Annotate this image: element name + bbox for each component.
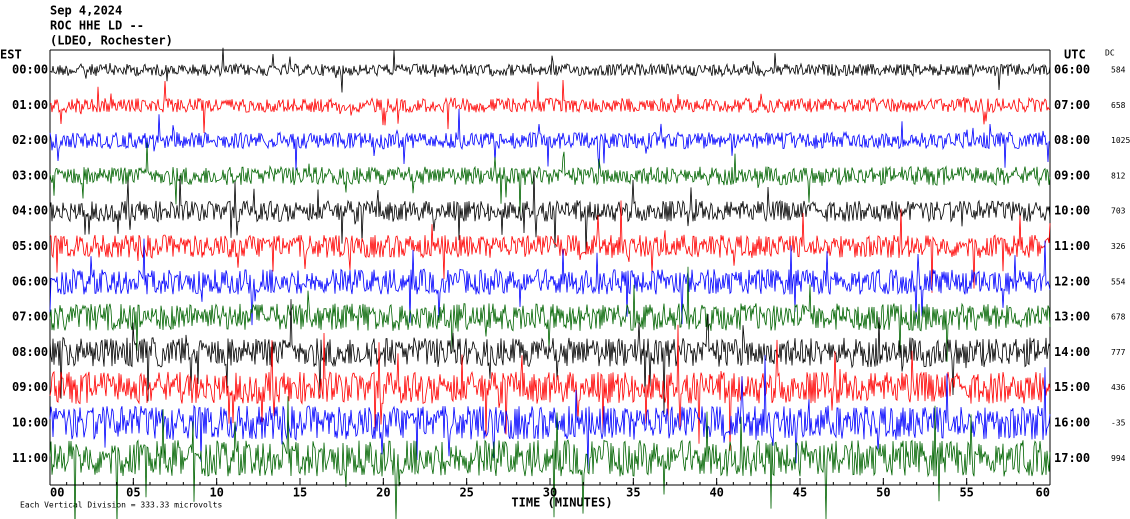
utc-label: 10:00	[1054, 204, 1090, 218]
est-label: 07:00	[12, 310, 48, 324]
est-label: 03:00	[12, 168, 48, 182]
x-tick-label: 30	[543, 486, 557, 500]
right-axis-label: UTC	[1064, 48, 1086, 62]
trace	[49, 324, 1051, 451]
title-line: Sep 4,2024	[50, 4, 122, 18]
trace	[49, 354, 1051, 472]
footnote: Each Vertical Division = 333.33 microvol…	[20, 501, 222, 510]
dc-value: 584	[1111, 66, 1126, 75]
x-tick-label: 00	[50, 486, 64, 500]
utc-label: 15:00	[1054, 380, 1090, 394]
est-label: 00:00	[12, 63, 48, 77]
est-label: 11:00	[12, 451, 48, 465]
dc-value: 436	[1111, 383, 1126, 392]
left-axis-label: EST	[0, 48, 22, 62]
x-tick-label: 50	[876, 486, 890, 500]
utc-label: 16:00	[1054, 416, 1090, 430]
trace	[49, 108, 1051, 172]
utc-label: 06:00	[1054, 63, 1090, 77]
dc-value: 658	[1111, 101, 1126, 110]
dc-value: 678	[1111, 313, 1126, 322]
est-label: 05:00	[12, 239, 48, 253]
trace	[49, 200, 1051, 293]
x-tick-label: 20	[376, 486, 390, 500]
x-tick-label: 40	[709, 486, 723, 500]
trace	[49, 142, 1051, 215]
trace	[49, 266, 1051, 362]
dc-value: 994	[1111, 454, 1126, 463]
dc-value: 1025	[1111, 136, 1130, 145]
dc-value: 554	[1111, 277, 1126, 286]
utc-label: 07:00	[1054, 98, 1090, 112]
utc-label: 09:00	[1054, 168, 1090, 182]
utc-label: 17:00	[1054, 451, 1090, 465]
x-axis-label: TIME (MINUTES)	[511, 496, 612, 510]
x-tick-label: 10	[209, 486, 223, 500]
trace	[49, 238, 1051, 326]
dc-value: 326	[1111, 242, 1126, 251]
est-label: 09:00	[12, 380, 48, 394]
traces	[49, 47, 1051, 519]
est-label: 02:00	[12, 133, 48, 147]
trace	[49, 396, 1051, 519]
trace	[49, 47, 1051, 93]
x-tick-label: 45	[793, 486, 807, 500]
est-label: 01:00	[12, 98, 48, 112]
est-label: 08:00	[12, 345, 48, 359]
utc-label: 14:00	[1054, 345, 1090, 359]
dc-value: -35	[1111, 419, 1126, 428]
est-label: 04:00	[12, 204, 48, 218]
trace	[49, 170, 1051, 253]
dc-value: 703	[1111, 207, 1126, 216]
est-label: 06:00	[12, 274, 48, 288]
x-tick-label: 15	[293, 486, 307, 500]
x-tick-label: 60	[1036, 486, 1050, 500]
dc-value: 777	[1111, 348, 1126, 357]
utc-label: 11:00	[1054, 239, 1090, 253]
utc-label: 08:00	[1054, 133, 1090, 147]
title-line: ROC HHE LD --	[50, 19, 144, 33]
dc-label: DC	[1105, 49, 1115, 58]
x-tick-label: 55	[959, 486, 973, 500]
trace	[49, 299, 1051, 414]
utc-label: 13:00	[1054, 310, 1090, 324]
x-tick-label: 05	[126, 486, 140, 500]
dc-value: 812	[1111, 171, 1126, 180]
utc-label: 12:00	[1054, 274, 1090, 288]
trace	[49, 79, 1051, 133]
title-line: (LDEO, Rochester)	[50, 34, 173, 48]
est-label: 10:00	[12, 416, 48, 430]
x-tick-label: 25	[459, 486, 473, 500]
x-tick-label: 35	[626, 486, 640, 500]
